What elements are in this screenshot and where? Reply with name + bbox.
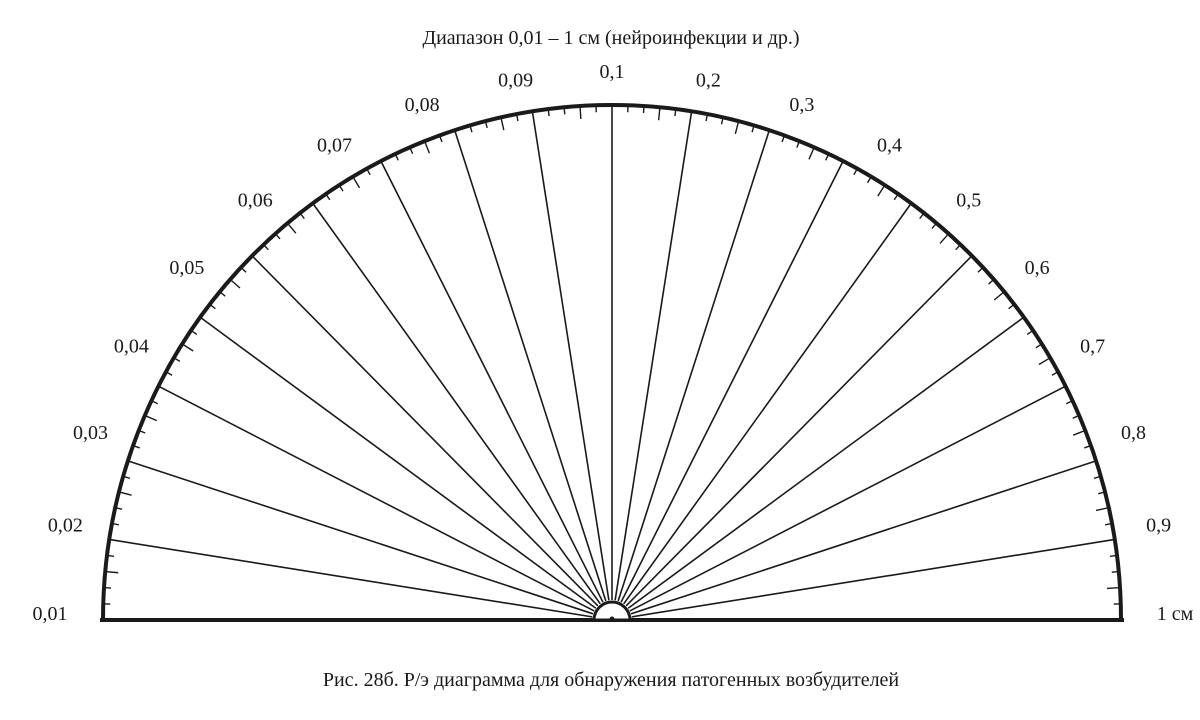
sector-ray (620, 160, 844, 603)
scale-label: 0,05 (169, 257, 204, 279)
scale-label: 0,06 (238, 189, 273, 211)
sector-ray (453, 129, 607, 602)
scale-label-end: 1 см (1157, 603, 1194, 625)
scale-label: 0,4 (877, 135, 902, 157)
scale-label: 0,09 (498, 69, 533, 91)
figure-caption: Рис. 28б. Р/э диаграмма для обнаружения … (323, 669, 900, 691)
scale-labels: 0,02 0,03 0,04 0,05 0,06 0,07 0,08 0,09 0,1 0,2 0,… (33, 61, 1194, 625)
scale-label: 0,5 (956, 189, 981, 211)
scale-label: 0,9 (1146, 515, 1171, 537)
sector-rays (109, 105, 1115, 618)
scale-label: 0,6 (1025, 257, 1050, 279)
diagram-heading: Диапазон 0,01 – 1 см (нейроинфекции и др… (422, 27, 799, 49)
scale-label: 0,7 (1080, 336, 1105, 358)
sector-ray (531, 111, 610, 601)
scale-label: 0,03 (73, 422, 108, 444)
sector-ray (627, 316, 1025, 609)
sector-ray (629, 385, 1066, 612)
scale-label-start: 0,01 (33, 603, 68, 625)
pivot-point (609, 616, 615, 622)
scale-label: 0,3 (789, 94, 814, 116)
scale-label: 0,08 (405, 94, 440, 116)
sector-ray (380, 160, 604, 603)
sector-ray (199, 316, 597, 609)
pivot-semicircle (592, 600, 632, 622)
sector-ray (158, 385, 595, 612)
sector-ray (625, 255, 973, 607)
scale-label: 0,04 (114, 336, 149, 358)
scale-label: 0,02 (48, 515, 83, 537)
scale-label: 0,1 (600, 61, 625, 83)
scale-label: 0,07 (317, 135, 352, 157)
scale-label: 0,2 (696, 69, 721, 91)
sector-ray (127, 460, 594, 615)
sector-ray (631, 538, 1115, 618)
sector-ray (312, 202, 601, 605)
scale-label: 0,8 (1121, 422, 1146, 444)
sector-ray (630, 460, 1097, 615)
sector-ray (617, 129, 771, 602)
sector-ray (614, 111, 693, 601)
sector-ray (109, 538, 593, 618)
sector-ray (251, 255, 599, 607)
sector-ray (623, 202, 912, 605)
scale-arc (101, 103, 1123, 621)
